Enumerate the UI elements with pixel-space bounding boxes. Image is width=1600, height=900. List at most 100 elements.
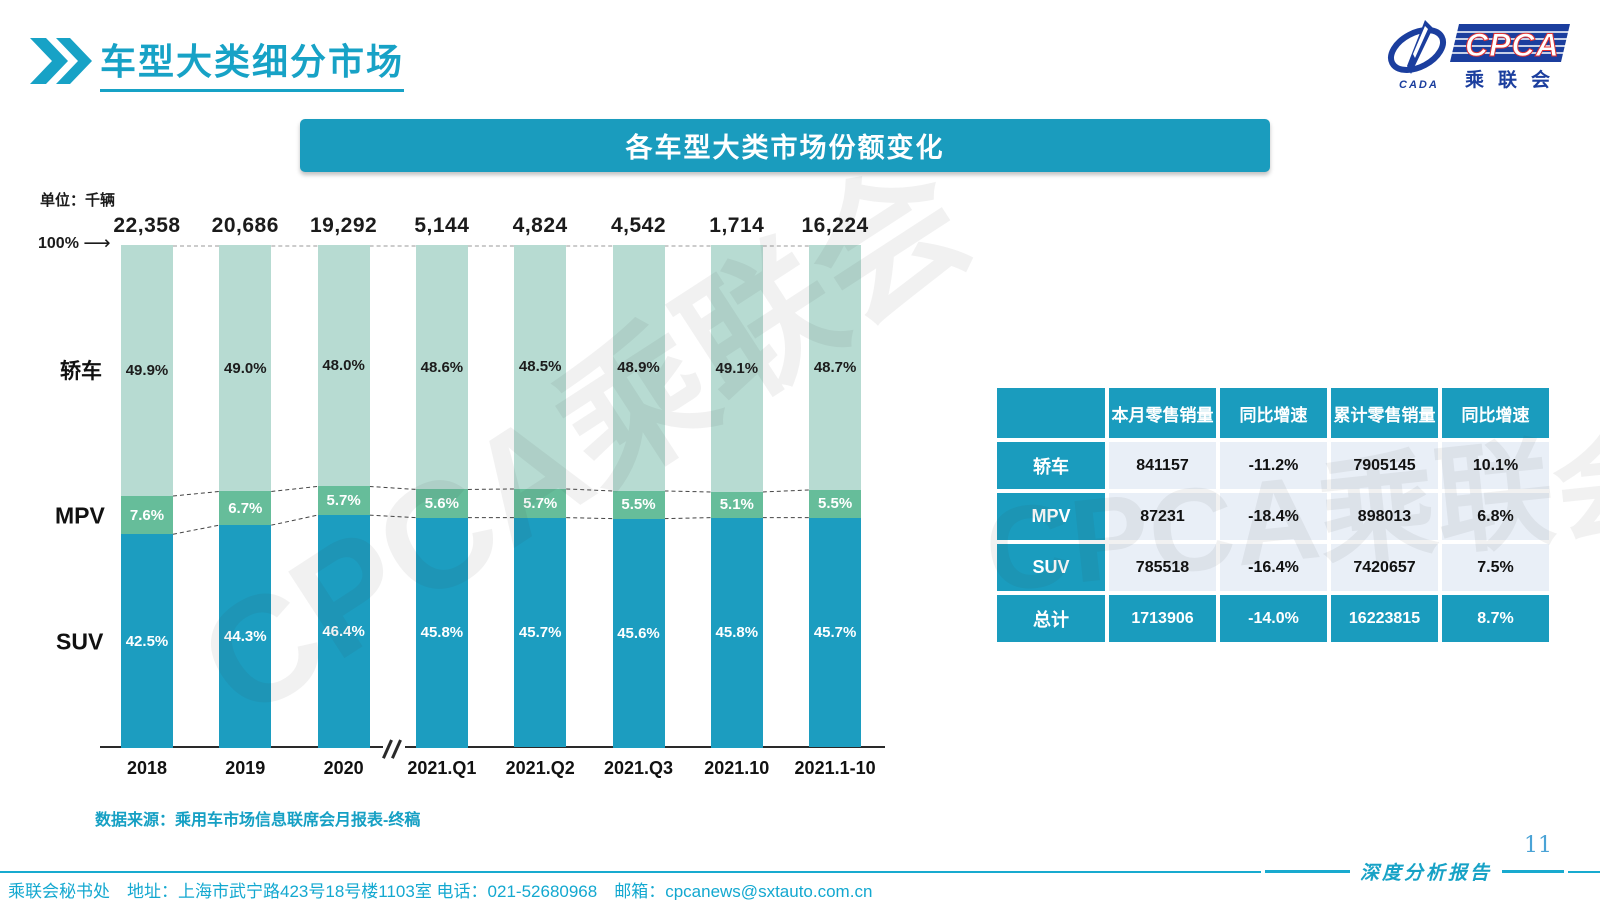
x-axis-label: 2020: [323, 758, 364, 778]
axis-100-label: 100% ⟶: [38, 233, 111, 254]
bar-segment-轿车: 49.0%: [219, 245, 272, 492]
table-row-label: SUV: [997, 544, 1105, 591]
table-cell: -18.4%: [1220, 493, 1327, 540]
bar-segment-MPV: 6.7%: [219, 491, 272, 526]
bar-segment-MPV: 5.5%: [612, 490, 665, 519]
x-axis-label: 2018: [126, 758, 168, 778]
bar-total-label: 22,358: [113, 214, 181, 237]
table-header-cell: 累计零售销量: [1331, 388, 1438, 438]
table-cell: -14.0%: [1220, 595, 1327, 642]
bar-total-label: 20,686: [211, 214, 279, 237]
right-arrow-icon: ⟶: [83, 233, 111, 254]
legend-mpv-label: MPV: [55, 502, 105, 529]
svg-text:CPCA: CPCA: [1465, 27, 1560, 63]
segment-value-label: 48.0%: [322, 357, 365, 375]
page-number: 11: [1524, 833, 1552, 858]
table-cell: 898013: [1331, 493, 1438, 540]
bar-segment-SUV: 42.5%: [121, 534, 173, 748]
unit-label: 单位：千辆: [40, 192, 116, 209]
table-row-label: MPV: [997, 493, 1105, 540]
segment-value-label: 48.7%: [813, 358, 857, 376]
x-axis-label: 2021.Q2: [505, 758, 575, 778]
bar-segment-轿车: 48.7%: [809, 245, 862, 490]
segment-value-label: 45.7%: [518, 624, 562, 642]
bar-segment-MPV: 5.1%: [710, 491, 763, 518]
connector-lines: [172, 245, 810, 535]
segment-value-label: 45.8%: [420, 624, 464, 642]
bar-segment-MPV: 5.5%: [809, 489, 862, 518]
bar-2020: 19,292 48.0% 5.7% 46.4% 2020: [310, 214, 377, 778]
table-cell: 7.5%: [1442, 544, 1549, 591]
bar-total-label: 1,714: [709, 214, 765, 237]
segment-value-label: 7.6%: [129, 506, 165, 524]
segment-value-label: 5.5%: [817, 495, 853, 513]
bar-2021.Q2: 4,824 48.5% 5.7% 45.7% 2021.Q2: [506, 214, 575, 778]
report-tag-right-line: [1502, 869, 1564, 873]
table-cell: -16.4%: [1220, 544, 1327, 591]
chart-plot: 22,358 49.9% 7.6% 42.5% 2018 20,686 49.0% 6.7% 4…: [100, 214, 885, 778]
svg-text:CADA: CADA: [1399, 79, 1439, 91]
double-chevron-icon: [30, 38, 92, 84]
data-source-note: 数据来源：乘用车市场信息联席会月报表-终稿: [95, 812, 421, 829]
segment-value-label: 48.5%: [518, 358, 562, 376]
segment-value-label: 49.1%: [715, 359, 759, 377]
bar-segment-MPV: 5.6%: [415, 489, 468, 518]
x-axis-label: 2021.Q3: [603, 758, 674, 778]
segment-value-label: 49.9%: [125, 361, 169, 379]
chart-title: 各车型大类市场份额变化: [625, 133, 945, 163]
bar-total-label: 16,224: [801, 214, 869, 237]
segment-value-label: 44.3%: [224, 628, 267, 646]
sales-table: 本月零售销量 同比增速 累计零售销量 同比增速 轿车 841157 -11.2% 790514…: [997, 388, 1549, 642]
footer-contact: 乘联会秘书处 地址：上海市武宁路423号18号楼1103室 电话：021-526…: [8, 882, 873, 900]
bar-segment-SUV: 44.3%: [219, 525, 272, 748]
segment-value-label: 42.5%: [125, 632, 169, 650]
cada-emblem-icon: CADA: [1388, 20, 1446, 91]
table-cell: 7905145: [1331, 442, 1438, 489]
segment-value-label: 45.6%: [617, 624, 660, 642]
bar-segment-SUV: 45.8%: [415, 517, 468, 748]
table-row-label: 轿车: [997, 442, 1105, 489]
table-cell: 8.7%: [1442, 595, 1549, 642]
segment-value-label: 5.5%: [621, 496, 656, 514]
bar-total-label: 4,542: [610, 214, 667, 237]
x-axis-label: 2019: [225, 758, 266, 778]
bar-segment-轿车: 48.9%: [612, 245, 665, 491]
segment-value-label: 5.7%: [326, 492, 361, 510]
segment-value-label: 45.8%: [715, 624, 759, 642]
bar-2021.1-10: 16,224 48.7% 5.5% 45.7% 2021.1-10: [795, 214, 876, 778]
bar-segment-SUV: 45.7%: [809, 517, 862, 748]
bar-2018: 22,358 49.9% 7.6% 42.5% 2018: [113, 214, 180, 778]
bar-total-label: 5,144: [414, 214, 470, 237]
x-axis-label: 2021.10: [704, 758, 770, 778]
segment-value-label: 48.9%: [617, 359, 660, 377]
table-cell: 16223815: [1331, 595, 1438, 642]
page-title: 车型大类细分市场: [100, 33, 405, 92]
report-label: 深度分析报告: [1359, 861, 1492, 884]
bar-segment-轿车: 49.9%: [121, 245, 173, 496]
segment-value-label: 6.7%: [228, 499, 263, 517]
segment-value-label: 5.7%: [523, 494, 558, 512]
bar-segment-轿车: 49.1%: [710, 245, 763, 492]
bar-segment-轿车: 48.0%: [317, 245, 370, 487]
bar-segment-MPV: 5.7%: [514, 488, 567, 518]
table-cell: 6.8%: [1442, 493, 1549, 540]
bar-2021.10: 1,714 49.1% 5.1% 45.8% 2021.10: [704, 214, 769, 778]
table-cell: 841157: [1109, 442, 1216, 489]
bar-2021.Q1: 5,144 48.6% 5.6% 45.8% 2021.Q1: [407, 214, 476, 778]
table-cell: 785518: [1109, 544, 1216, 591]
table-header-cell: 本月零售销量: [1109, 388, 1216, 438]
svg-text:乘联会: 乘联会: [1464, 68, 1564, 91]
table-header-cell: 同比增速: [1442, 388, 1549, 438]
segment-value-label: 46.4%: [322, 623, 365, 641]
bar-segment-SUV: 45.8%: [710, 517, 763, 748]
bar-2019: 20,686 49.0% 6.7% 44.3% 2019: [212, 214, 279, 778]
segment-value-label: 5.1%: [719, 496, 754, 514]
bar-segment-轿车: 48.5%: [514, 245, 567, 489]
bar-segment-轿车: 48.6%: [415, 245, 468, 490]
report-tag: 深度分析报告: [1260, 858, 1568, 884]
bar-segment-SUV: 46.4%: [317, 515, 370, 749]
report-tag-left-line: [1264, 869, 1350, 873]
table-header-cell: 同比增速: [1220, 388, 1327, 438]
segment-value-label: 45.7%: [813, 624, 857, 642]
